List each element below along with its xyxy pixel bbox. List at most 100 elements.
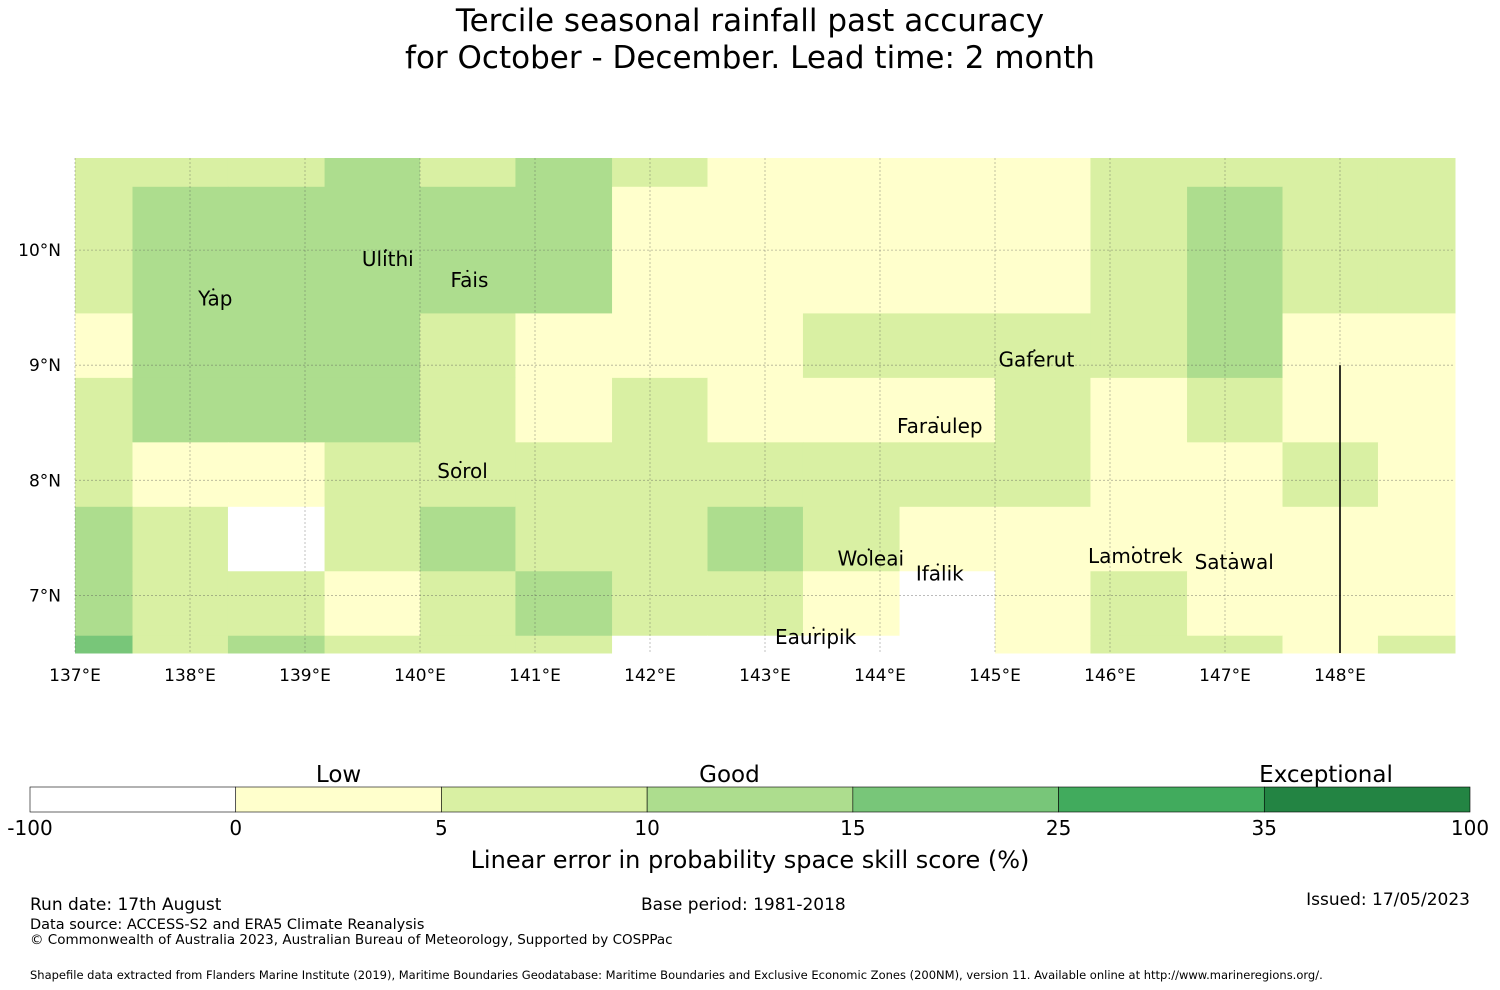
place-label-ifalik: Ifalik xyxy=(916,561,964,585)
grid-cell xyxy=(802,186,901,314)
grid-cell xyxy=(515,506,613,572)
grid-cell xyxy=(1090,635,1188,654)
lon-tick-label: 141°E xyxy=(509,666,561,686)
lon-tick-label: 148°E xyxy=(1314,666,1366,686)
grid-cell xyxy=(420,313,516,379)
lat-tick-label: 10°N xyxy=(18,241,61,261)
colorbar-tick-label: 0 xyxy=(229,816,242,840)
grid-cell xyxy=(1090,571,1188,637)
lat-tick-label: 7°N xyxy=(29,586,61,606)
grid-cell xyxy=(1282,506,1379,572)
grid-cell xyxy=(1187,158,1283,188)
grid-cell xyxy=(995,158,1091,188)
grid-cell xyxy=(227,313,326,379)
grid-cell xyxy=(1282,635,1379,654)
island-marker xyxy=(212,288,215,291)
grid-cell xyxy=(707,442,804,508)
colorbar-category-good: Good xyxy=(699,762,760,788)
grid-cell xyxy=(995,186,1091,314)
grid-cell xyxy=(1377,635,1456,654)
place-label-fais: Fais xyxy=(450,268,488,292)
grid-cell xyxy=(995,571,1091,637)
grid-cell xyxy=(420,186,516,314)
place-label-woleai: Woleai xyxy=(838,547,905,571)
island-marker xyxy=(936,563,939,566)
grid-cell xyxy=(515,635,613,654)
place-labels: Yap Ulithi Fais Gaferut Faraulep Sorol Woleai I… xyxy=(197,247,1274,649)
grid-cell xyxy=(1282,313,1379,379)
colorbar-tick-label: 10 xyxy=(634,816,659,840)
grid-cell xyxy=(420,506,516,572)
grid-cell xyxy=(899,571,996,637)
grid-cell xyxy=(132,506,229,572)
colorbar-bin xyxy=(852,786,1059,813)
grid-cell xyxy=(227,442,326,508)
lon-tick-label: 145°E xyxy=(969,666,1021,686)
grid-cell xyxy=(707,158,804,188)
island-marker xyxy=(1132,546,1135,549)
grid-cell xyxy=(324,506,421,572)
grid-cell xyxy=(1090,506,1188,572)
colorbar-tick-label: 15 xyxy=(840,816,865,840)
grid-cell xyxy=(1282,158,1379,188)
grid-cell xyxy=(515,442,613,508)
grid-cell xyxy=(75,158,133,188)
grid-cell xyxy=(1187,571,1283,637)
grid-cell xyxy=(1187,635,1283,654)
grid-cell xyxy=(1090,313,1188,379)
lon-tick-label: 142°E xyxy=(624,666,676,686)
grid-cell xyxy=(612,186,708,314)
grid-cell xyxy=(515,186,613,314)
grid-cell xyxy=(612,635,708,654)
colorbar-bin xyxy=(1263,786,1471,813)
colorbar-tick-label: 35 xyxy=(1252,816,1277,840)
copyright: © Commonwealth of Australia 2023, Austra… xyxy=(30,932,673,948)
colorbar-category-low: Low xyxy=(316,762,361,788)
grid-cell xyxy=(995,377,1091,443)
colorbar-tick-label: 100 xyxy=(1451,816,1489,840)
colorbar-tick-label: 5 xyxy=(435,816,448,840)
grid-cell xyxy=(1090,377,1188,443)
grid-cell xyxy=(899,377,996,443)
grid-cell xyxy=(899,186,996,314)
grid-cell xyxy=(227,571,326,637)
grid-cell xyxy=(1377,377,1456,443)
grid-cell xyxy=(1187,377,1283,443)
lon-tick-label: 140°E xyxy=(394,666,446,686)
grid-cell xyxy=(612,313,708,379)
grid-cell xyxy=(995,635,1091,654)
lon-tick-label: 143°E xyxy=(739,666,791,686)
grid-cell xyxy=(802,442,901,508)
grid-cell xyxy=(1377,442,1456,508)
grid-cell xyxy=(515,158,613,188)
grid-cell xyxy=(324,313,421,379)
grid-cell xyxy=(899,442,996,508)
grid-cell xyxy=(612,506,708,572)
grid-cell xyxy=(995,506,1091,572)
island-marker xyxy=(384,249,387,252)
grid-cell xyxy=(75,571,133,637)
grid-cell xyxy=(515,377,613,443)
grid-cell xyxy=(75,377,133,443)
grid-cell xyxy=(1187,313,1283,379)
grid-cell xyxy=(324,377,421,443)
data-source: Data source: ACCESS-S2 and ERA5 Climate … xyxy=(30,917,425,933)
grid-cell xyxy=(1282,186,1379,314)
colorbar-bin xyxy=(646,786,854,813)
grid-cell xyxy=(612,571,708,637)
grid-cell xyxy=(1090,186,1188,314)
grid-cell xyxy=(802,635,901,654)
lon-tick-label: 138°E xyxy=(164,666,216,686)
run-date: Run date: 17th August xyxy=(30,895,222,915)
grid-cell xyxy=(1090,442,1188,508)
colorbar-bin xyxy=(235,786,442,813)
grid-cell xyxy=(75,313,133,379)
grid-cell xyxy=(802,158,901,188)
lat-tick-label: 9°N xyxy=(29,356,61,376)
grid-cell xyxy=(1377,158,1456,188)
skill-grid xyxy=(75,158,1456,654)
colorbar-bin xyxy=(29,786,237,813)
grid-cell xyxy=(899,635,996,654)
lon-tick-label: 144°E xyxy=(854,666,906,686)
